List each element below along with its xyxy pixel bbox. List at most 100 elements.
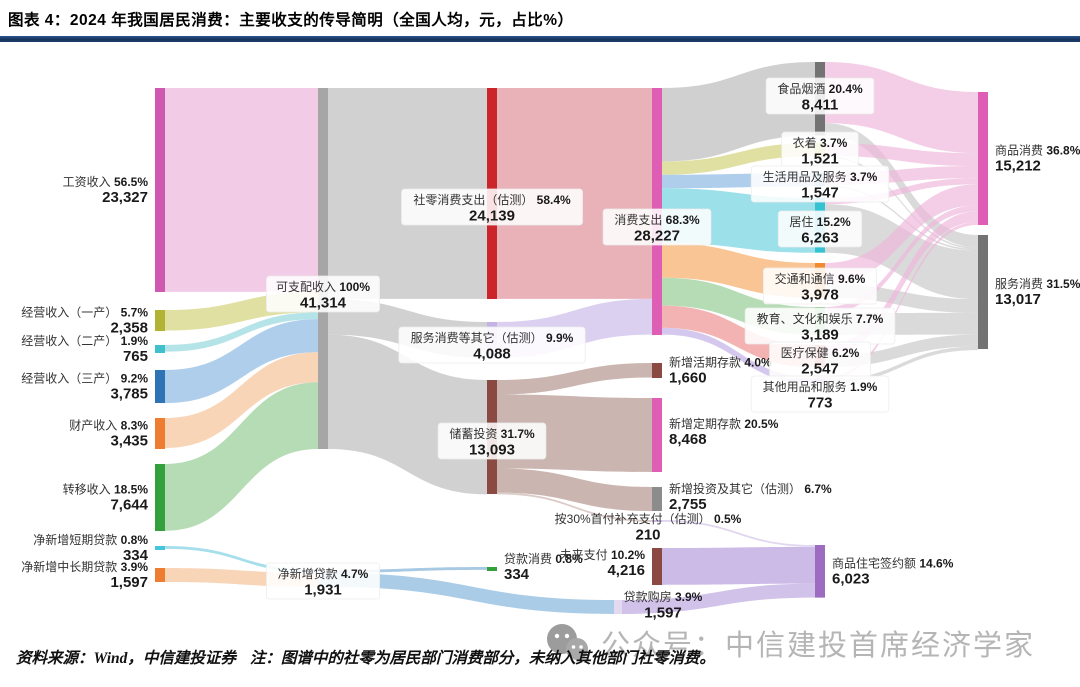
label-time-line1: 新增定期存款 20.5%: [669, 416, 779, 431]
label-consume-value: 28,227: [634, 228, 680, 245]
sankey-node-property: [155, 418, 165, 449]
sankey-node-housing: [815, 545, 825, 598]
sankey-node-demand: [652, 363, 662, 378]
label-goods-line1: 商品消费 36.8%: [995, 143, 1080, 158]
label-daily-line1: 生活用品及服务 3.7%: [763, 169, 878, 184]
label-ltloan-line1: 净新增中长期贷款 3.9%: [21, 559, 148, 574]
label-property-line1: 财产收入 8.3%: [69, 419, 148, 433]
label-biz3-line1: 经营收入（三产） 9.2%: [21, 372, 148, 386]
label-savings-value: 13,093: [469, 442, 515, 459]
watermark: 公众号：中信建投首席经济学家: [545, 622, 1035, 664]
label-wage-line1: 工资收入 56.5%: [63, 175, 149, 189]
label-retail-value: 24,139: [469, 208, 515, 225]
label-loanhouse-line1: 贷款购房 3.9%: [624, 589, 703, 604]
label-biz2-line1: 经营收入（二产） 1.9%: [21, 334, 148, 348]
label-box-savings: [437, 422, 547, 460]
sankey-link-cloth-goods: [825, 143, 978, 167]
sankey-node-downpay: [652, 520, 662, 522]
sankey-node-disp: [318, 88, 328, 449]
label-biz1-line1: 经营收入（一产） 5.7%: [21, 306, 148, 320]
sankey-link-stloan-newloan: [165, 546, 318, 573]
label-downpay-value: 210: [635, 527, 660, 544]
label-retail-line1: 社零消费支出（估测） 58.4%: [413, 192, 571, 207]
label-loancons-line1: 贷款消费 0.8%: [504, 552, 583, 566]
sankey-link-wage-disp: [165, 88, 318, 292]
sankey-node-biz1: [155, 310, 165, 331]
sankey-link-downpay-housing: [662, 520, 815, 547]
sankey-node-future: [652, 548, 662, 585]
label-housing-value: 6,023: [832, 570, 870, 587]
sankey-link-newloan-loanhouse: [328, 572, 614, 614]
label-property-value: 3,435: [110, 433, 148, 450]
label-ltloan-value: 1,597: [110, 574, 148, 591]
label-box-newloan: [266, 562, 380, 600]
label-box-consume: [602, 208, 712, 246]
footer: 资料来源：Wind，中信建投证券 注：图谱中的社零为居民部门消费部分，未纳入其他部…: [16, 646, 715, 668]
label-food-value: 8,411: [802, 97, 839, 114]
sankey-node-invest: [652, 487, 662, 511]
sankey-node-transfer: [155, 464, 165, 531]
label-loanhouse-value: 1,597: [644, 605, 682, 622]
label-newloan-value: 1,931: [304, 582, 342, 599]
sankey-link-house-services: [825, 204, 978, 300]
sankey-link-savings-invest: [497, 468, 652, 512]
sankey-link-daily-services: [825, 185, 978, 251]
label-invest-value: 2,755: [669, 496, 707, 513]
label-future-value: 4,216: [607, 562, 645, 579]
watermark-text: 公众号：中信建投首席经济学家: [601, 630, 1036, 662]
label-food-line1: 食品烟酒 20.4%: [777, 81, 863, 96]
sankey-link-consume-cloth: [662, 143, 815, 175]
label-box-other: [750, 375, 890, 413]
header-rule: [0, 36, 1080, 42]
sankey-link-edu-goods: [825, 205, 978, 314]
sankey-link-savings-demand: [497, 363, 652, 395]
label-demand-value: 1,660: [669, 370, 707, 387]
sankey-link-biz2-disp: [165, 312, 318, 352]
label-goods-value: 15,212: [995, 158, 1041, 175]
label-consume-line1: 消费支出 68.3%: [614, 213, 700, 227]
sankey-link-property-disp: [165, 352, 318, 449]
label-edu-line1: 教育、文化和娱乐 7.7%: [757, 311, 884, 326]
sankey-node-stloan: [155, 546, 165, 550]
label-disp-line1: 可支配收入 100%: [276, 280, 370, 294]
sankey-node-loanhouse: [614, 600, 622, 614]
label-downpay-line1: 按30%首付补充支付（估测） 0.5%: [555, 511, 742, 526]
label-transfer-line1: 转移收入 18.5%: [63, 482, 149, 497]
label-loancons-value: 334: [504, 566, 530, 583]
label-time-value: 8,468: [669, 431, 707, 448]
chart-title: 图表 4：2024 年我国居民消费：主要收支的传导简明（全国人均，元，占比%）: [8, 12, 574, 29]
sankey-link-future-housing: [662, 546, 815, 585]
label-box-house: [777, 210, 863, 248]
sankey-link-transport-goods: [825, 184, 978, 284]
label-medical-value: 2,547: [801, 361, 839, 378]
sankey-link-consume-other: [662, 327, 815, 384]
label-other-value: 773: [807, 395, 832, 412]
label-wage-value: 23,327: [102, 189, 148, 206]
sankey-node-ltloan: [155, 568, 165, 582]
sankey-link-savings-downpay: [497, 492, 652, 522]
sankey-link-other-services: [825, 346, 978, 384]
label-medical-line1: 医疗保健 6.2%: [781, 346, 860, 360]
label-house-line1: 居住 15.2%: [789, 215, 851, 229]
label-stloan-line1: 净新增短期贷款 0.8%: [33, 532, 148, 547]
wechat-icon: [547, 624, 588, 660]
label-house-value: 6,263: [801, 230, 839, 247]
sankey-node-services: [978, 235, 988, 349]
label-transfer-value: 7,644: [110, 497, 148, 514]
sankey-link-medical-goods: [825, 211, 978, 356]
sankey-link-biz3-disp: [165, 319, 318, 404]
label-biz1-value: 2,358: [110, 320, 148, 337]
label-transport-line1: 交通和通信 9.6%: [775, 271, 866, 286]
label-box-daily: [750, 165, 890, 203]
label-box-transport: [763, 267, 877, 305]
sankey-node-wage: [155, 88, 165, 292]
sankey-node-biz3: [155, 370, 165, 403]
label-cloth-line1: 衣着 3.7%: [793, 135, 848, 150]
label-future-line1: 未来支付 10.2%: [560, 548, 646, 562]
label-housing-line1: 商品住宅签约额 14.6%: [832, 555, 954, 570]
label-other-line1: 其他用品和服务 1.9%: [763, 379, 878, 394]
sankey-link-food-services: [825, 123, 978, 248]
label-svcother-value: 4,088: [473, 346, 511, 363]
label-biz2-value: 765: [123, 348, 148, 365]
